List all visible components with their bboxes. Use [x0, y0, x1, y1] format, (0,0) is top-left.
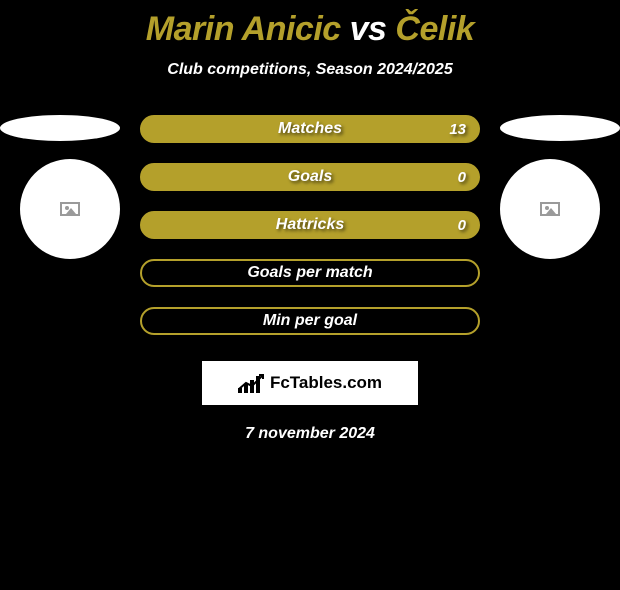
stat-bar: Matches 13 [140, 115, 480, 143]
stat-bar: Goals 0 [140, 163, 480, 191]
title-segment: Marin Anicic [146, 10, 341, 48]
date-text: 7 november 2024 [0, 425, 620, 443]
left-avatar-circle [20, 159, 120, 259]
brand-bar-icon [238, 388, 242, 393]
stat-bar: Min per goal [140, 307, 480, 335]
brand-bar-icon [250, 380, 254, 393]
stat-label: Min per goal [263, 312, 357, 330]
stat-label: Hattricks [276, 216, 344, 234]
right-avatar-circle [500, 159, 600, 259]
subtitle: Club competitions, Season 2024/2025 [0, 61, 620, 79]
brand-chart-icon [238, 373, 264, 393]
branding-box: FcTables.com [202, 361, 418, 405]
title-segment: vs [341, 10, 396, 48]
stat-bar: Goals per match [140, 259, 480, 287]
stat-bars: Matches 13 Goals 0 Hattricks 0 Goals per match… [140, 115, 480, 335]
stat-value: 0 [458, 169, 466, 186]
left-oval-decoration [0, 115, 120, 141]
branding-text: FcTables.com [270, 373, 382, 393]
title-segment: Čelik [395, 10, 474, 48]
right-oval-decoration [500, 115, 620, 141]
stat-value: 0 [458, 217, 466, 234]
page-title: Marin Anicic vs Čelik [0, 10, 620, 49]
stat-label: Goals [288, 168, 332, 186]
placeholder-image-icon [60, 202, 80, 216]
stat-value: 13 [449, 121, 466, 138]
stat-label: Matches [278, 120, 342, 138]
placeholder-image-icon [540, 202, 560, 216]
stat-label: Goals per match [247, 264, 372, 282]
stats-section: Matches 13 Goals 0 Hattricks 0 Goals per match… [0, 115, 620, 335]
brand-bar-icon [256, 376, 260, 393]
brand-bar-icon [244, 384, 248, 393]
stat-bar: Hattricks 0 [140, 211, 480, 239]
